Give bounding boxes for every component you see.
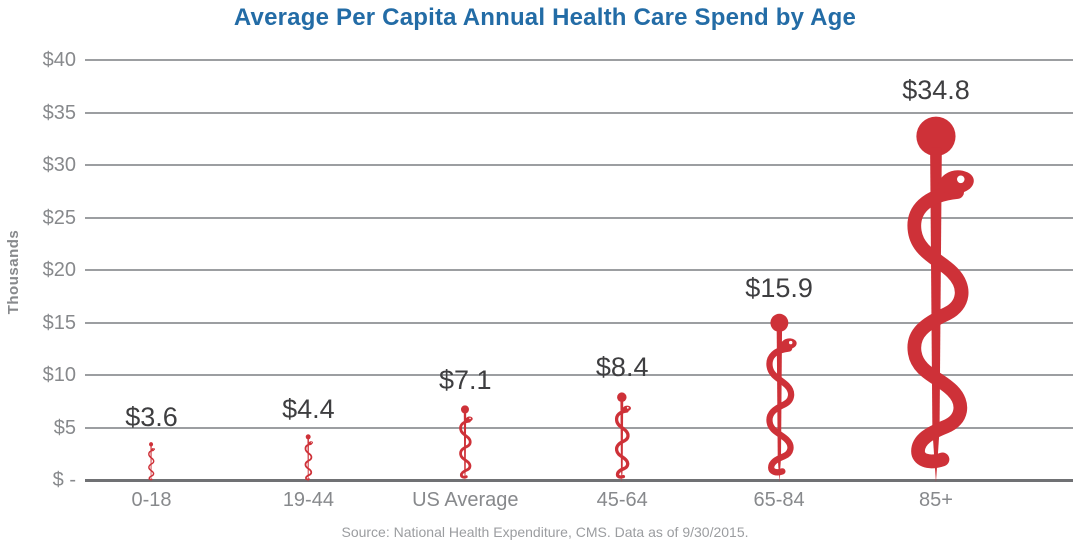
data-label: $34.8 <box>902 74 970 105</box>
y-axis-tick-label: $25 <box>42 206 76 229</box>
y-axis-tick-label: $15 <box>42 311 76 334</box>
rod-of-asclepius-icon <box>615 392 632 482</box>
y-axis-tick-label: $10 <box>42 364 76 386</box>
rod-of-asclepius-icon <box>907 116 974 482</box>
gridline <box>85 216 1073 219</box>
x-axis-category-label: 85+ <box>919 489 953 511</box>
rod-of-asclepius-icon <box>459 405 473 482</box>
x-axis-line <box>85 479 1073 482</box>
y-axis-tick-label: $40 <box>42 49 76 71</box>
data-label: $7.1 <box>439 365 492 396</box>
rod-of-asclepius-icon <box>304 434 314 482</box>
chart-title: Average Per Capita Annual Health Care Sp… <box>233 4 857 31</box>
gridline <box>85 374 1073 376</box>
gridline <box>85 59 1073 61</box>
y-axis-tick-label: $30 <box>42 154 76 176</box>
x-axis-category-label: US Average <box>412 489 519 511</box>
source-note: Source: National Health Expenditure, CMS… <box>341 524 749 540</box>
x-axis-category-label: 45-64 <box>596 489 648 511</box>
gridline <box>85 426 1073 429</box>
gridline <box>85 321 1073 324</box>
rod-of-asclepius-icon <box>148 442 156 482</box>
x-axis-category-label: 65-84 <box>753 489 805 511</box>
rod-of-asclepius-icon <box>766 313 797 482</box>
y-axis-tick-label: $20 <box>42 259 76 281</box>
x-axis-category-label: 19-44 <box>282 489 334 511</box>
data-label: $3.6 <box>125 402 178 433</box>
y-axis-tick-label: $5 <box>53 416 76 439</box>
data-label: $8.4 <box>595 351 649 382</box>
y-axis-tick-label: $ - <box>52 469 76 491</box>
data-label: $15.9 <box>745 273 813 304</box>
y-axis-tick-label: $35 <box>42 101 76 124</box>
gridline <box>85 164 1073 166</box>
gridline <box>85 111 1073 114</box>
gridline <box>85 269 1073 271</box>
x-axis-category-label: 0-18 <box>131 489 172 511</box>
data-label: $4.4 <box>282 393 335 424</box>
